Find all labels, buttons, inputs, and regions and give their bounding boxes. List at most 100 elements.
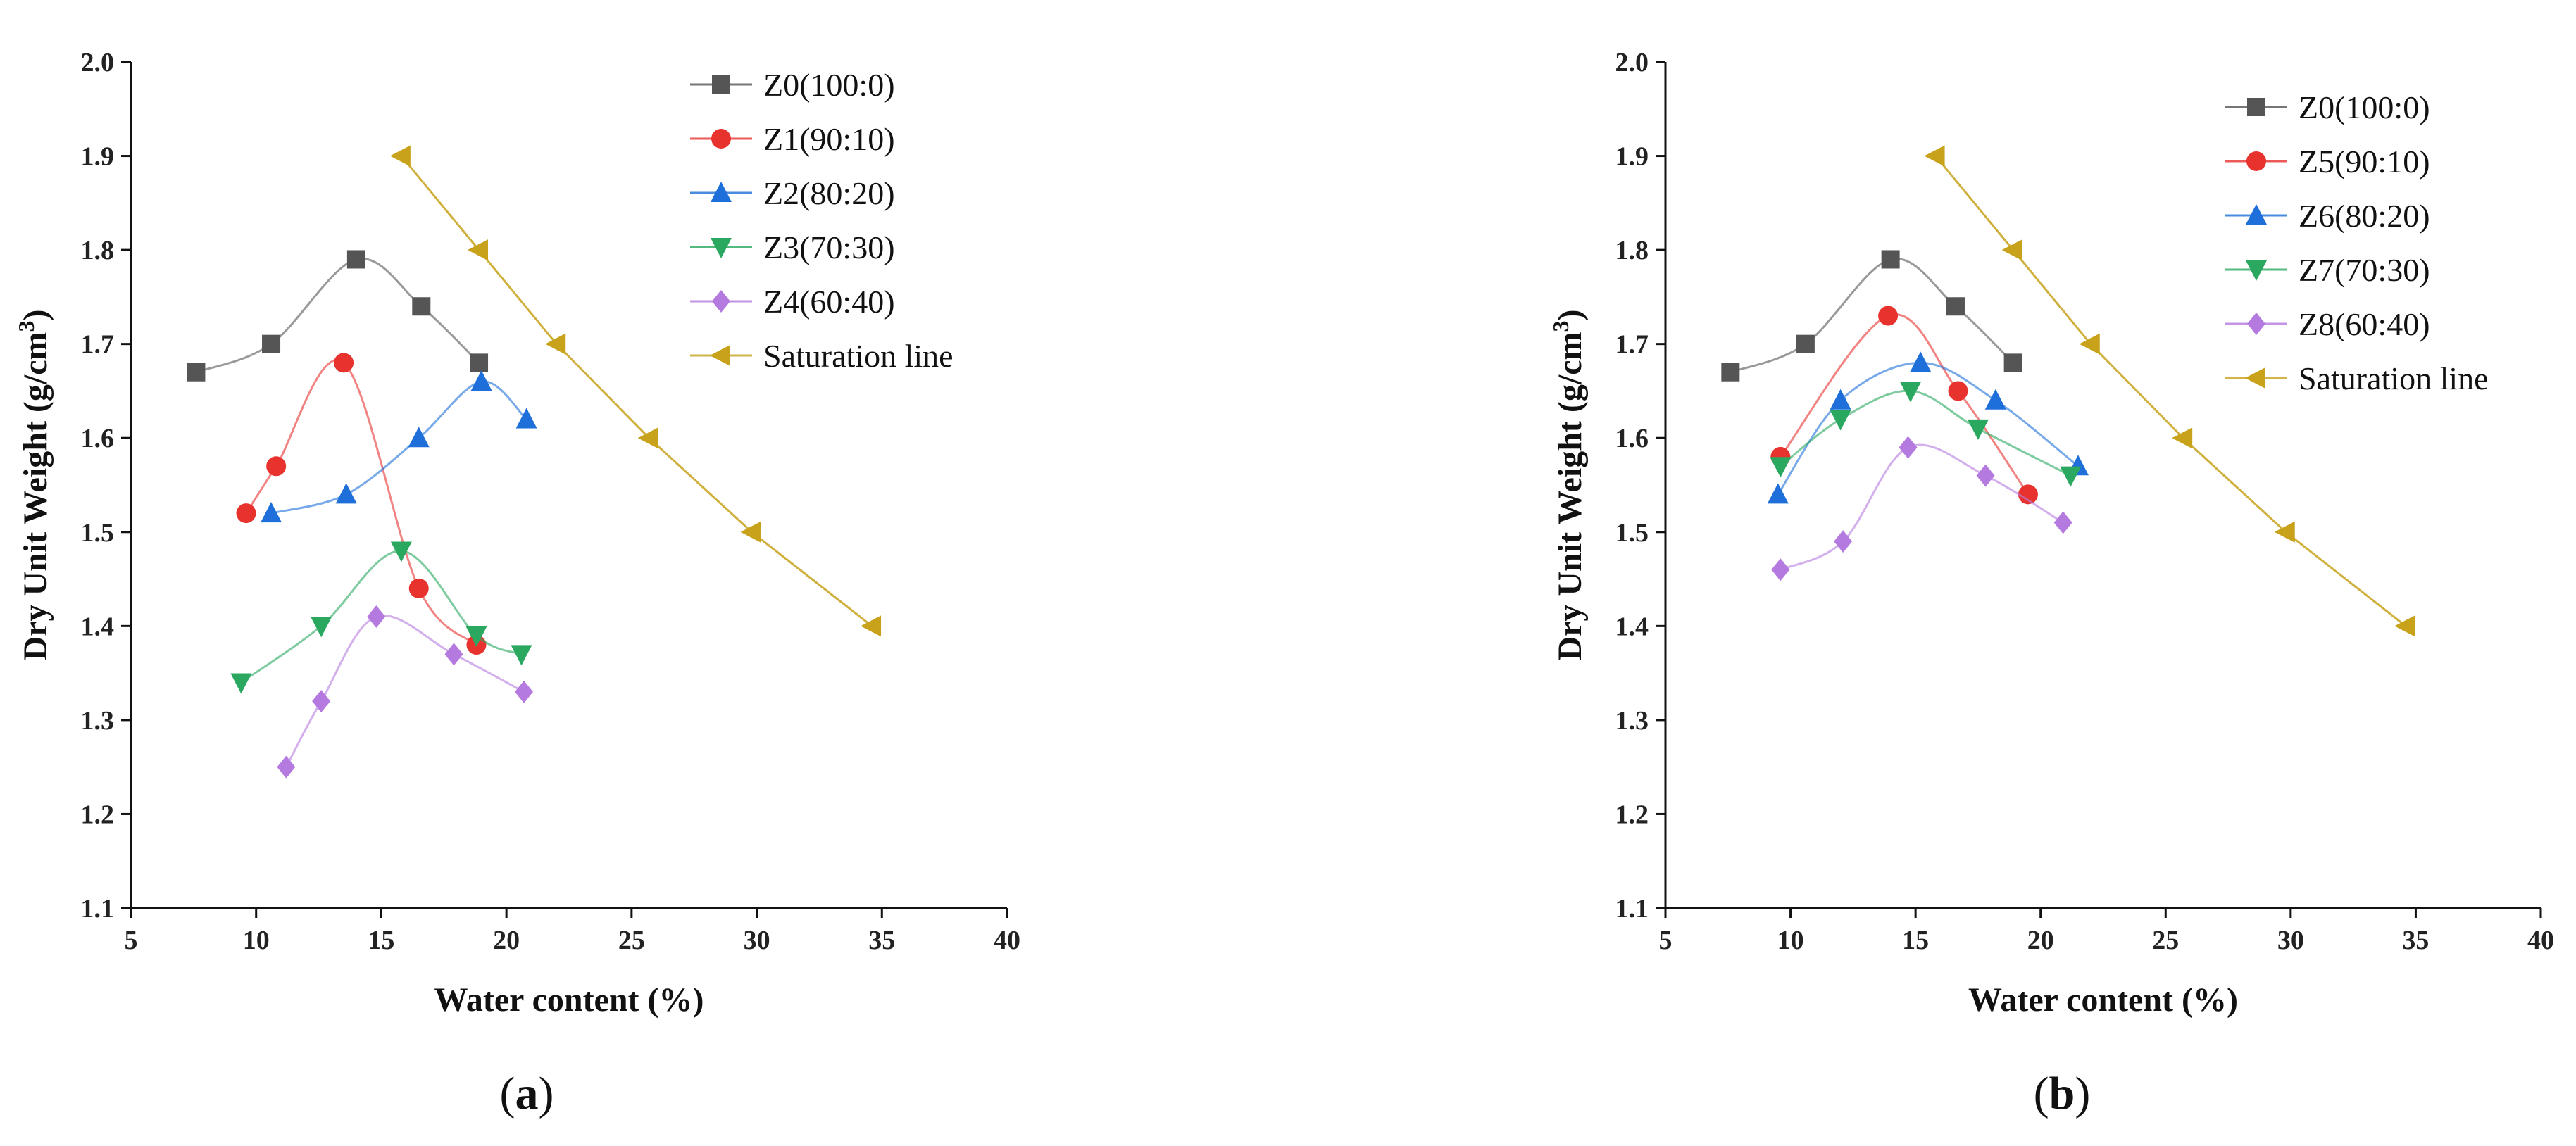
panel-a-data-point (637, 427, 658, 449)
panel-a-legend-marker (711, 238, 732, 258)
panel-a-x-axis-label: Water content (%) (434, 981, 704, 1019)
panel-b-legend-item: Z5(90:10) (2225, 144, 2430, 180)
panel-b-y-tick-label: 1.5 (1615, 518, 1649, 548)
panel-b-data-point (2053, 511, 2072, 534)
panel-b-series-6 (1924, 145, 2415, 637)
panel-b-label-close: ) (2075, 1068, 2090, 1119)
panel-b-x-axis-label: Water content (%) (1968, 981, 2238, 1019)
panel-a-series-line (195, 257, 480, 374)
panel-b-legend-marker (2246, 151, 2266, 171)
panel-b-data-point (2001, 239, 2022, 261)
panel-b-y-tick-label: 1.7 (1615, 330, 1649, 360)
panel-a-legend-label: Z3(70:30) (763, 229, 895, 265)
panel-b-y-tick-label: 1.9 (1615, 142, 1649, 172)
panel-b-y-tick-label: 2.0 (1615, 48, 1649, 77)
panel-b-legend-item: Z6(80:20) (2225, 198, 2430, 234)
panel-a-series-line (270, 380, 527, 515)
panel-b-data-point (2060, 466, 2082, 487)
panel-a-data-point (367, 605, 386, 628)
panel-b-y-tick-label: 1.4 (1615, 612, 1649, 641)
panel-a-data-point (545, 333, 566, 355)
panel-a-label-close: ) (539, 1068, 554, 1119)
panel-b-legend-item: Z7(70:30) (2225, 252, 2430, 288)
panel-b-data-point (1984, 389, 2006, 410)
panel-b-data-point (2394, 615, 2415, 637)
panel-b-series-line (1777, 361, 2079, 496)
panel-b-data-point (2172, 427, 2193, 449)
panel-a-data-point (412, 297, 431, 316)
panel-a-x-tick-label: 15 (368, 926, 394, 955)
panel-b-legend-item: Z0(100:0) (2225, 89, 2430, 125)
panel-b-y-tick-label: 1.3 (1615, 706, 1649, 736)
panel-b-data-point (1830, 410, 1851, 431)
panel-b-legend-marker (2246, 260, 2267, 281)
panel-b-legend-marker (2247, 313, 2265, 335)
panel-a-label-open: ( (500, 1068, 515, 1119)
panel-b-data-point (1834, 530, 1853, 553)
panel-a-legend-item: Z2(80:20) (690, 175, 895, 211)
panel-b-data-point (2079, 333, 2100, 355)
panel-b-data-point (1910, 351, 1932, 372)
panel-b-legend-item: Saturation line (2225, 360, 2489, 396)
panel-a-data-point (389, 145, 411, 167)
panel-a-legend-item: Z0(100:0) (690, 67, 895, 103)
panel-a-data-point (230, 673, 252, 694)
panel-b-x-tick-label: 5 (1659, 926, 1672, 955)
panel-a-data-point (346, 250, 365, 269)
panel-a-data-point (277, 755, 296, 779)
panel-a-data-point (444, 643, 463, 666)
panel-a-y-axis-label-sup: 3 (13, 320, 39, 332)
panel-b-legend-item: Z8(60:40) (2225, 306, 2430, 342)
panel-b-data-point (1830, 389, 1851, 410)
panel-a-legend-marker (712, 290, 730, 313)
panel-b-series-3 (1767, 351, 2089, 504)
panel-a-y-tick-label: 1.9 (81, 142, 115, 172)
panel-a-label: (a) (500, 1068, 554, 1119)
panel-a-x-tick-label: 40 (994, 926, 1020, 955)
panel-a-data-point (470, 353, 489, 372)
panel-b-data-point (1948, 381, 1968, 401)
panel-a-data-point (465, 626, 487, 647)
panel-a-series-6 (389, 145, 882, 637)
panel-a-x-tick-label: 30 (744, 926, 770, 955)
panel-a-x-tick-label: 20 (493, 926, 520, 955)
panel-b-label-open: ( (2034, 1068, 2049, 1119)
panel-b-data-point (1767, 483, 1789, 504)
panel-b-label-letter: b (2049, 1068, 2075, 1119)
panel-b-data-point (1899, 436, 1918, 459)
panel-b-data-point (2018, 484, 2038, 505)
panel-b-y-tick-label: 1.6 (1615, 424, 1649, 453)
panel-b-series-4 (1770, 382, 2082, 487)
panel-b-y-axis-label-end: ) (1551, 309, 1589, 320)
panel-b-series-2 (1770, 306, 2038, 505)
panel-b-data-point (1771, 558, 1790, 581)
panel-b-series-1 (1721, 250, 2022, 382)
panel-a-data-point (390, 541, 412, 562)
panel-a-x-tick-label: 25 (618, 926, 645, 955)
panel-a-y-tick-label: 1.2 (81, 800, 115, 829)
panel-a-series-line (400, 155, 873, 627)
panel-b-legend-label: Z6(80:20) (2299, 198, 2430, 234)
panel-b-data-point (1967, 419, 1989, 440)
panel-b-data-point (2274, 521, 2295, 543)
panel-a-data-point (470, 370, 492, 391)
panel-a: 5 10 15 20 25 30 35 40 1.1 1.2 1.3 1.4 1.5 1.6 1.7 1.8 1… (13, 48, 1020, 1119)
panel-a-legend-marker (711, 182, 732, 202)
panel-a-legend-item: Saturation line (690, 338, 954, 374)
panel-a-data-point (262, 334, 281, 353)
panel-b-legend-label: Z8(60:40) (2299, 306, 2430, 342)
panel-b-legend-marker (2247, 98, 2265, 116)
panel-a-data-point (266, 456, 287, 477)
panel-a-label-letter: a (515, 1068, 539, 1119)
panel-a-legend-label: Z0(100:0) (763, 67, 895, 103)
panel-a-series-2 (236, 353, 487, 655)
panel-b: 5 10 15 20 25 30 35 40 1.1 1.2 1.3 1.4 1.5 1.6 1.7 1.8 1… (1548, 48, 2554, 1119)
panel-a-data-point (408, 427, 430, 448)
panel-a-data-point (335, 483, 357, 504)
panel-a-data-point (334, 353, 354, 373)
panel-b-series-line (1934, 155, 2407, 627)
panel-b-x-tick-label: 10 (1777, 926, 1804, 955)
panel-b-data-point (1924, 145, 1945, 167)
panel-b-y-axis-label-main: Dry Unit Weight (g/cm (1551, 332, 1589, 660)
